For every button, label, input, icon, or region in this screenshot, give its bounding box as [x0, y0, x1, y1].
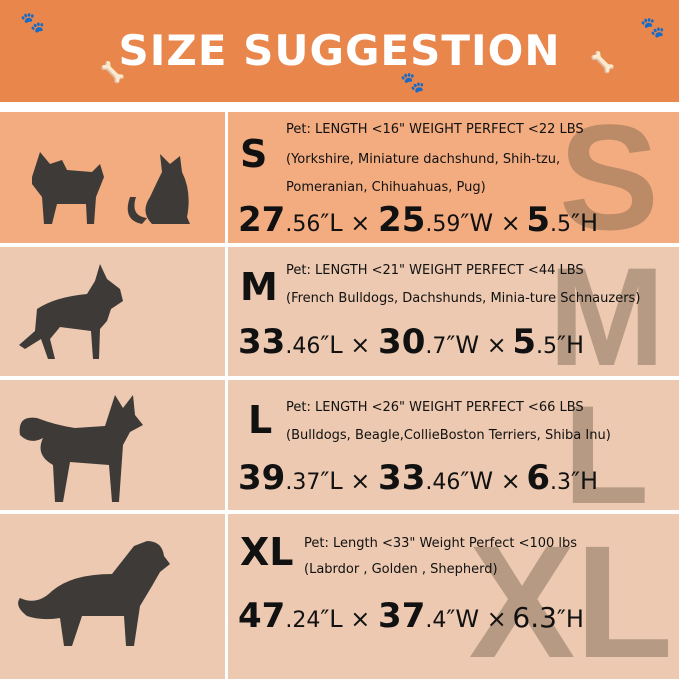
height-unit: ″H: [557, 331, 585, 359]
width-unit: ″W ×: [460, 209, 521, 237]
size-row-l: L L Pet: LENGTH <26" WEIGHT PERFECT <66 …: [0, 380, 679, 510]
height-unit: ″H: [556, 605, 584, 633]
size-label: M: [240, 265, 278, 309]
width-int: 25: [378, 200, 426, 240]
dimensions: 27.56″L × 25.59″W × 5.5″H: [238, 200, 598, 240]
length-int: 39: [238, 458, 286, 498]
watermark-size: S: [558, 112, 659, 243]
width-int: 37: [378, 596, 426, 636]
size-label: S: [240, 132, 268, 176]
pet-spec: Pet: Length <33" Weight Perfect <100 lbs: [304, 536, 578, 551]
height-dec: .5: [550, 212, 572, 237]
length-int: 47: [238, 596, 286, 636]
watermark-size: M: [548, 247, 665, 376]
height-unit: ″H: [571, 209, 599, 237]
width-int: 30: [378, 322, 426, 362]
pet-spec: Pet: LENGTH <21" WEIGHT PERFECT <44 LBS: [286, 263, 584, 278]
paw-icon: 🐾: [400, 70, 425, 94]
divider: [225, 380, 228, 510]
breed-list: (Labrdor , Golden , Shepherd): [304, 562, 498, 577]
page-title: SIZE SUGGESTION: [118, 26, 561, 75]
length-dec: .56: [285, 212, 321, 237]
length-unit: ″L ×: [320, 331, 379, 359]
size-row-xl: XL XL Pet: Length <33" Weight Perfect <1…: [0, 514, 679, 679]
breed-list-cont: Pomeranian, Chihuahuas, Pug): [286, 180, 486, 195]
height-value: 6.3: [512, 601, 557, 634]
length-dec: .24: [285, 608, 321, 633]
size-row-s: S S Pet: LENGTH <16" WEIGHT PERFECT <22 …: [0, 112, 679, 243]
breed-list: (Bulldogs, Beagle,CollieBoston Terriers,…: [286, 428, 611, 443]
length-dec: .46: [285, 334, 321, 359]
french-bulldog-silhouette: [19, 264, 123, 359]
height-dec: .5: [536, 334, 558, 359]
width-unit: ″W ×: [446, 331, 507, 359]
watermark-size: XL: [468, 514, 673, 679]
width-dec: .46: [425, 470, 461, 495]
height-int: 5: [512, 322, 537, 362]
size-label: L: [248, 398, 273, 442]
width-unit: ″W ×: [460, 467, 521, 495]
divider: [225, 514, 228, 679]
watermark-size: L: [563, 380, 649, 511]
small-dog-and-cat-silhouette: [32, 152, 190, 224]
height-int: 6: [526, 458, 551, 498]
shiba-inu-silhouette: [19, 395, 143, 502]
breed-list: (Yorkshire, Miniature dachshund, Shih-tz…: [286, 152, 561, 167]
length-unit: ″L ×: [320, 209, 379, 237]
bone-icon: 🦴: [100, 60, 125, 84]
width-int: 33: [378, 458, 426, 498]
height-int: 5: [526, 200, 551, 240]
header-banner: 🐾 🦴 🦴 🐾 🐾 SIZE SUGGESTION: [0, 0, 679, 102]
height-dec: .3: [550, 470, 572, 495]
length-dec: .37: [285, 470, 321, 495]
size-row-m: M M Pet: LENGTH <21" WEIGHT PERFECT <44 …: [0, 247, 679, 376]
width-dec: .7: [425, 334, 447, 359]
dimensions: 33.46″L × 30.7″W × 5.5″H: [238, 322, 584, 362]
length-int: 33: [238, 322, 286, 362]
divider: [225, 247, 228, 376]
length-unit: ″L ×: [320, 467, 379, 495]
bone-icon: 🦴: [590, 50, 615, 74]
pet-spec: Pet: LENGTH <16" WEIGHT PERFECT <22 LBS: [286, 122, 584, 137]
height-unit: ″H: [571, 467, 599, 495]
paw-icon: 🐾: [20, 10, 45, 34]
dimensions: 47.24″L × 37.4″W × 6.3″H: [238, 596, 584, 636]
pet-spec: Pet: LENGTH <26" WEIGHT PERFECT <66 LBS: [286, 400, 584, 415]
width-dec: .4: [425, 608, 447, 633]
golden-retriever-silhouette: [18, 541, 171, 646]
dimensions: 39.37″L × 33.46″W × 6.3″H: [238, 458, 598, 498]
length-unit: ″L ×: [320, 605, 379, 633]
size-label: XL: [240, 530, 294, 574]
paw-icon: 🐾: [640, 15, 665, 39]
breed-list: (French Bulldogs, Dachshunds, Minia-ture…: [286, 291, 641, 306]
width-unit: ″W ×: [446, 605, 507, 633]
divider: [225, 112, 228, 243]
length-int: 27: [238, 200, 286, 240]
width-dec: .59: [425, 212, 461, 237]
